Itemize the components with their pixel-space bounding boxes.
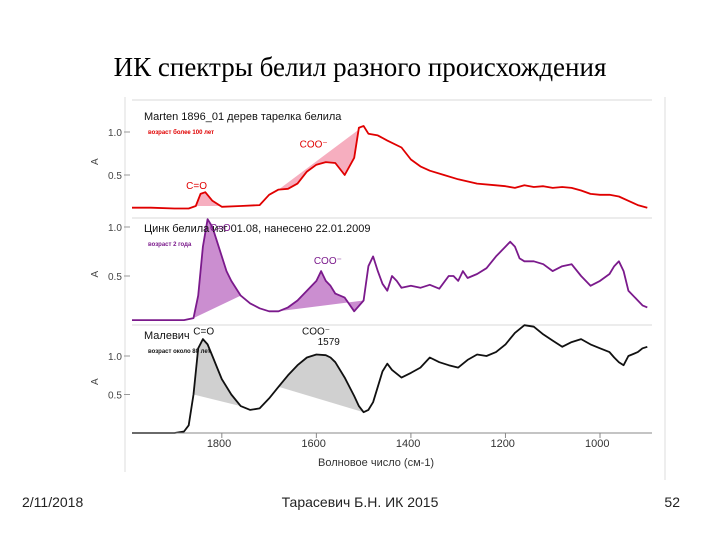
y-tick-label: 0.5 [108, 391, 122, 402]
peak-area-fill [193, 339, 241, 407]
y-tick-label: 0.5 [108, 272, 122, 283]
panel-title: Цинк белила изг 01.08, нанесено 22.01.20… [144, 223, 371, 235]
x-axis-label: Волновое число (см-1) [318, 457, 434, 469]
peak-area-fill [278, 126, 364, 190]
footer-date: 2/11/2018 [22, 494, 84, 510]
spectrum-line [132, 125, 648, 210]
panel-subtitle: возраст около 80 лет [148, 349, 211, 355]
x-tick-label: 1200 [490, 438, 514, 450]
spectrum-line [132, 218, 648, 321]
panel-subtitle: возраст более 100 лет [148, 129, 214, 136]
page-number: 52 [664, 494, 680, 510]
peak-annotation: COO⁻ [300, 139, 328, 150]
peak-annotation: C=O [193, 326, 214, 337]
panel-title: Marten 1896_01 дерев тарелка белила [144, 111, 342, 123]
y-tick-label: 1.0 [108, 352, 122, 363]
peak-area-fill [193, 219, 241, 319]
peak-annotation: 1579 [318, 337, 341, 348]
y-tick-label: 0.5 [108, 171, 122, 182]
x-tick-label: 1800 [207, 438, 231, 450]
y-axis-label: A [90, 271, 101, 278]
peak-annotation: C=O [210, 223, 231, 234]
peak-area-fill [278, 354, 364, 413]
peak-annotation: COO⁻ [314, 256, 342, 267]
y-tick-label: 1.0 [108, 128, 122, 139]
y-axis-label: A [90, 378, 101, 385]
peak-area-fill [278, 271, 364, 312]
panel-title: Малевич [144, 330, 190, 342]
slide-title: ИК спектры белил разного происхождения [113, 52, 607, 82]
footer-author: Тарасевич Б.Н. ИК 2015 [281, 494, 439, 510]
peak-annotation: C=O [186, 181, 207, 192]
spectrum-line [132, 324, 648, 434]
x-tick-label: 1000 [585, 438, 609, 450]
peak-area-fill [195, 192, 241, 207]
peak-annotation: COO⁻ [302, 326, 330, 337]
y-axis-label: A [90, 158, 101, 165]
y-tick-label: 1.0 [108, 223, 122, 234]
panel-subtitle: возраст 2 года [148, 242, 192, 248]
x-tick-label: 1600 [301, 438, 325, 450]
x-tick-label: 1400 [396, 438, 420, 450]
